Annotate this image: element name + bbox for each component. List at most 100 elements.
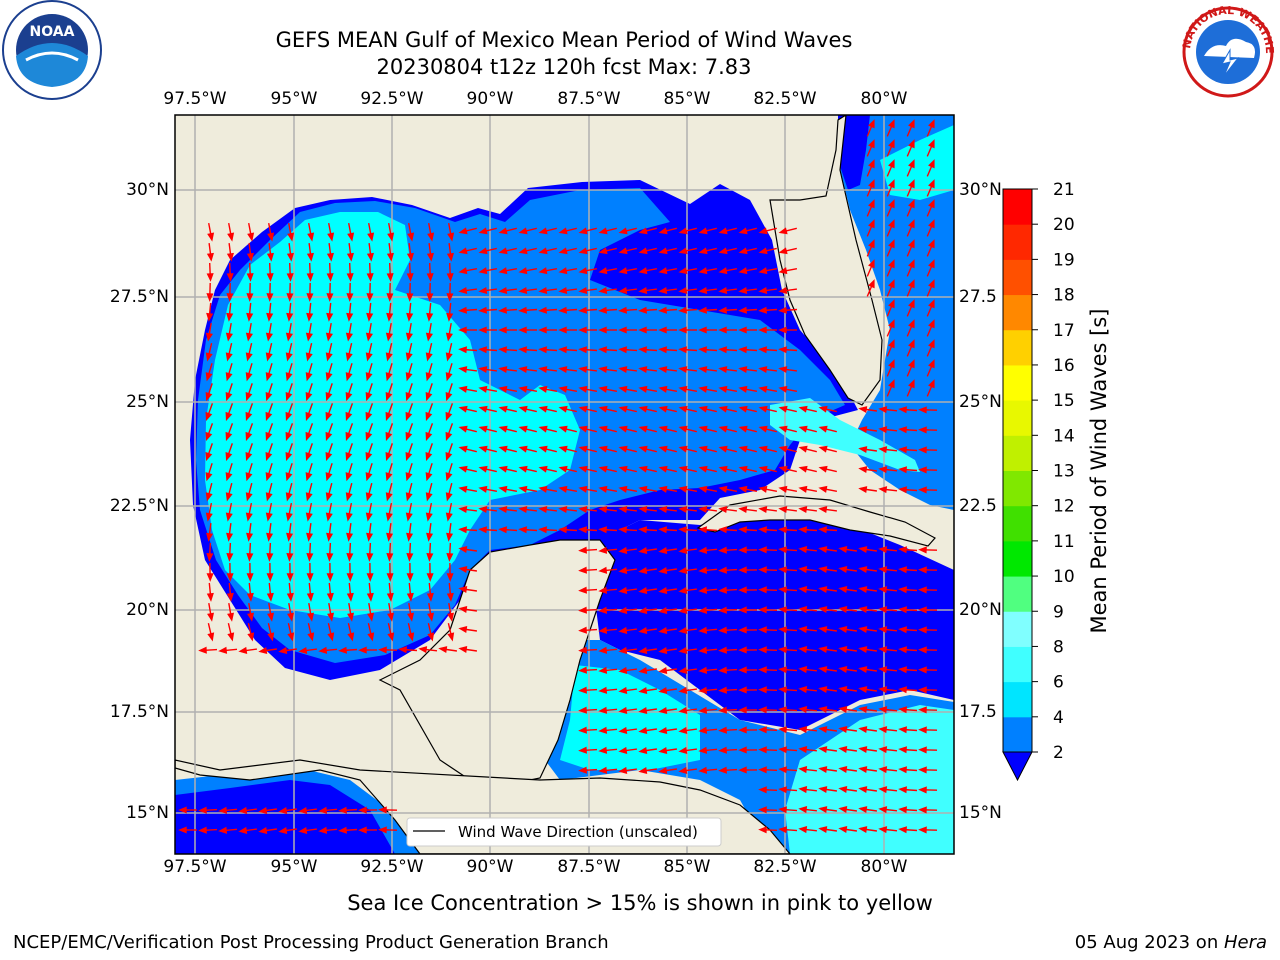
wave-direction-arrowhead	[346, 592, 354, 602]
wave-direction-arrowhead	[678, 267, 688, 275]
wave-direction-arrowhead	[678, 485, 688, 493]
wave-direction-arrowhead	[458, 605, 468, 614]
wave-direction-arrowhead	[638, 746, 648, 755]
colorbar-tick-label: 15	[1053, 391, 1075, 411]
lon-tick-top: 92.5°W	[360, 89, 424, 109]
wave-direction-arrowhead	[458, 425, 468, 433]
wave-direction-arrowhead	[498, 425, 508, 433]
wave-direction-arrowhead	[407, 612, 415, 622]
colorbar-segment	[1003, 294, 1032, 331]
wave-direction-arrowhead	[306, 293, 314, 302]
wave-direction-arrowhead	[425, 472, 433, 482]
wave-direction-arrowhead	[458, 405, 468, 413]
wave-direction-arrowhead	[238, 806, 248, 814]
wave-direction-arrowhead	[518, 425, 528, 433]
wave-direction-arrowhead	[265, 392, 273, 402]
lat-tick-right: 15°N	[959, 803, 1002, 823]
wave-direction-arrowhead	[578, 566, 587, 574]
footer-right: 05 Aug 2023 on Hera	[1075, 932, 1267, 953]
wave-direction-arrowhead	[638, 686, 648, 695]
wave-direction-arrowhead	[518, 346, 527, 354]
wave-direction-arrowhead	[878, 606, 888, 614]
wave-direction-arrowhead	[738, 445, 748, 453]
wave-direction-arrowhead	[207, 632, 215, 642]
wave-direction-arrowhead	[798, 806, 808, 814]
wave-direction-arrowhead	[258, 806, 268, 815]
wave-direction-arrowhead	[878, 786, 888, 794]
wave-direction-arrowhead	[718, 726, 727, 734]
wave-direction-arrowhead	[518, 366, 528, 374]
wave-direction-arrowhead	[888, 159, 895, 169]
wave-direction-arrowhead	[338, 646, 347, 654]
wave-direction-arrowhead	[385, 372, 393, 382]
wave-direction-arrowhead	[798, 646, 808, 654]
wave-direction-arrowhead	[778, 506, 788, 514]
lon-tick-top: 95°W	[270, 89, 318, 109]
wave-direction-arrowhead	[778, 586, 787, 594]
wave-direction-arrowhead	[478, 346, 487, 354]
wave-direction-arrowhead	[538, 385, 548, 393]
title-line2: 20230804 t12z 120h fcst Max: 7.83	[376, 55, 752, 79]
wave-direction-arrowhead	[898, 566, 907, 574]
wave-direction-arrowhead	[658, 566, 668, 575]
wave-direction-arrowhead	[888, 259, 895, 269]
wave-direction-arrowhead	[498, 506, 508, 514]
wave-direction-arrowhead	[928, 199, 935, 209]
wave-direction-arrowhead	[838, 825, 848, 834]
wave-direction-arrowhead	[888, 179, 895, 189]
wave-direction-arrowhead	[698, 566, 708, 574]
colorbar-segment	[1003, 716, 1032, 753]
wave-direction-arrowhead	[878, 826, 888, 834]
wave-direction-arrowhead	[618, 626, 628, 634]
wave-direction-arrowhead	[346, 532, 354, 542]
footer-machine: Hera	[1223, 932, 1267, 953]
wave-direction-arrowhead	[538, 247, 548, 255]
map-field	[175, 115, 954, 854]
wave-direction-arrowhead	[598, 485, 608, 493]
wave-direction-arrowhead	[578, 227, 588, 235]
wave-direction-arrowhead	[405, 512, 413, 522]
wave-direction-arrowhead	[367, 632, 375, 642]
wave-direction-arrowhead	[878, 406, 888, 414]
wave-direction-arrowhead	[868, 179, 875, 189]
map-frame	[174, 114, 955, 855]
wave-direction-arrowhead	[458, 385, 468, 393]
wave-direction-arrowhead	[918, 706, 927, 714]
wave-direction-arrowhead	[425, 411, 433, 422]
wave-direction-arrowhead	[658, 726, 668, 735]
wave-direction-arrowhead	[345, 431, 353, 442]
wave-direction-arrowhead	[738, 606, 747, 614]
wave-direction-arrowhead	[266, 573, 274, 582]
wave-direction-arrowhead	[426, 573, 434, 582]
wave-direction-arrowhead	[758, 726, 767, 734]
wave-direction-arrowhead	[427, 232, 435, 242]
wave-direction-arrowhead	[778, 546, 787, 554]
wave-direction-arrowhead	[838, 625, 848, 634]
lon-tick-bottom: 87.5°W	[557, 857, 621, 877]
wave-direction-arrowhead	[618, 485, 628, 493]
wave-direction-arrowhead	[758, 267, 768, 275]
wave-direction-arrowhead	[818, 746, 828, 754]
colorbar-tick-label: 17	[1053, 321, 1075, 341]
wave-direction-arrowhead	[426, 252, 434, 262]
wave-direction-arrowhead	[518, 306, 527, 314]
wave-direction-arrowhead	[618, 306, 627, 314]
colorbar-segment	[1003, 540, 1032, 577]
wave-direction-arrowhead	[738, 586, 747, 594]
wave-direction-arrowhead	[918, 406, 927, 414]
wave-direction-arrowhead	[286, 312, 294, 322]
wave-direction-arrowhead	[638, 366, 648, 374]
wave-direction-arrowhead	[178, 826, 187, 834]
wave-direction-arrowhead	[758, 786, 767, 794]
wave-direction-arrowhead	[738, 506, 748, 514]
wave-direction-arrowhead	[226, 312, 234, 322]
wave-direction-arrowhead	[868, 199, 875, 209]
wave-direction-arrowhead	[678, 465, 688, 473]
wave-direction-arrowhead	[818, 405, 828, 413]
lon-tick-bottom: 82.5°W	[753, 857, 817, 877]
wave-direction-arrowhead	[658, 267, 668, 275]
lon-tick-bottom: 85°W	[663, 857, 711, 877]
wave-direction-arrowhead	[878, 726, 888, 734]
wave-direction-arrowhead	[226, 553, 234, 562]
wave-direction-arrowhead	[325, 452, 333, 462]
